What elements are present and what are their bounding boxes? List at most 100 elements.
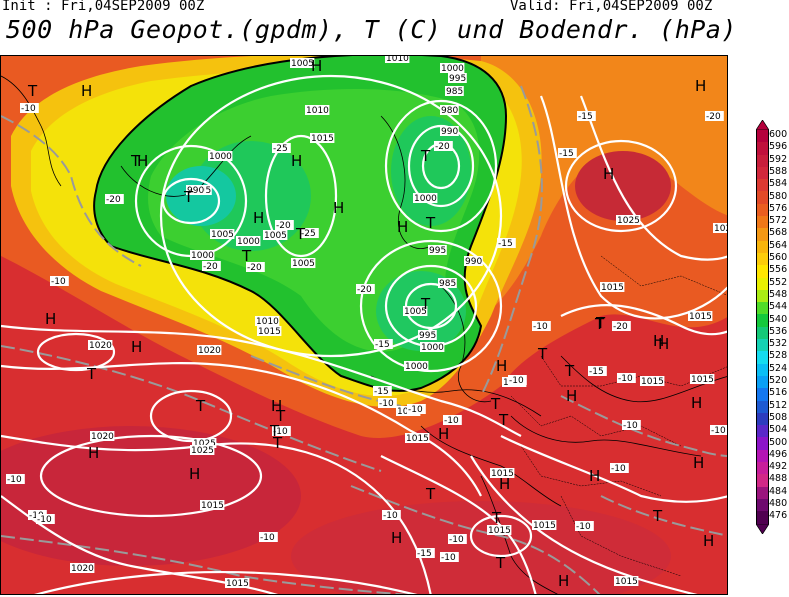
- colorbar-label: 568: [769, 227, 788, 239]
- isobar-label: 1015: [615, 577, 638, 587]
- colorbar-label: 528: [769, 350, 788, 362]
- isotherm-label-bg: [532, 321, 551, 331]
- isotherm-label: -10: [576, 522, 591, 532]
- isotherm-label-bg: [443, 415, 462, 425]
- isobar-label: 985: [439, 279, 456, 289]
- isobar-label: 1005: [291, 59, 314, 69]
- isobar-label-bg: [440, 105, 459, 115]
- isotherm-label-bg: [508, 375, 527, 385]
- colorbar-cell: [756, 412, 769, 426]
- isobar-label-bg: [310, 133, 335, 143]
- colorbar-cell: [756, 191, 769, 204]
- isobar-label: 1015: [691, 375, 714, 385]
- high-pressure-marker: H: [691, 394, 702, 412]
- colorbar-cell: [756, 388, 769, 401]
- isobar-label: 1000: [414, 194, 437, 204]
- isotherm-label: -10: [618, 374, 633, 384]
- isotherm-label-bg: [617, 373, 636, 383]
- low-pressure-marker: T: [27, 82, 38, 100]
- isotherm-label: -10: [509, 376, 524, 386]
- high-pressure-marker: H: [693, 454, 704, 472]
- isotherm-label: -20: [247, 263, 262, 273]
- colorbar-cell: [756, 240, 769, 253]
- colorbar-cell: [756, 289, 769, 303]
- isobar-label: 1000: [237, 237, 260, 247]
- low-pressure-marker: T: [86, 365, 97, 383]
- colorbar-label: 572: [769, 215, 788, 227]
- colorbar-cell: [756, 339, 769, 352]
- isobar-label-bg: [208, 151, 233, 161]
- isobar-label-bg: [197, 345, 222, 355]
- isotherm-label-bg: [36, 514, 55, 524]
- isotherm-label-bg: [382, 510, 401, 520]
- isobar-label: 990: [441, 127, 458, 137]
- colorbar-cell: [756, 486, 769, 499]
- valid-time-label: Valid: Fri,04SEP2009 00Z: [510, 0, 713, 14]
- isobar-label-bg: [263, 230, 288, 240]
- isobar-label-bg: [186, 185, 205, 195]
- isobar-label: 1005: [264, 231, 287, 241]
- isobar-label-bg: [690, 374, 715, 384]
- isotherm-label: -20: [203, 262, 218, 272]
- isotherm-label-bg: [497, 238, 516, 248]
- high-pressure-marker: H: [189, 465, 200, 483]
- isotherm-label-bg: [105, 194, 124, 204]
- isobar-label: 1015: [533, 521, 556, 531]
- colorbar-cell: [756, 277, 769, 290]
- colorbar-cell: [756, 142, 769, 155]
- isobar-label-bg: [428, 245, 447, 255]
- colorbar-cell: [756, 400, 769, 413]
- isobar-label-bg: [210, 229, 235, 239]
- isobar-label: 1000: [191, 251, 214, 261]
- isobar-label: 1025: [193, 439, 216, 449]
- high-pressure-marker: H: [131, 338, 142, 356]
- colorbar-cell: [756, 314, 769, 327]
- warm-core-east: [575, 151, 671, 221]
- isotherm-label-bg: [259, 532, 278, 542]
- isobar-label: 1020: [714, 224, 728, 234]
- isobar-label-bg: [305, 105, 330, 115]
- colorbar-cell: [756, 375, 769, 389]
- low-pressure-marker: T: [295, 225, 306, 243]
- low-pressure-marker: T: [537, 345, 548, 363]
- isobar-label: 1000: [421, 343, 444, 353]
- colorbar-label: 540: [769, 313, 788, 325]
- isotherm-label: -20: [357, 285, 372, 295]
- isotherm-label: -10: [260, 533, 275, 543]
- colorbar-label: 484: [769, 485, 788, 497]
- colorbar-cell: [756, 363, 769, 376]
- isobar-label: 1015: [488, 526, 511, 536]
- isobar-label: 990: [187, 186, 204, 196]
- colorbar-label: 476: [769, 510, 788, 522]
- low-pressure-marker: T: [425, 214, 436, 232]
- isobar-label-bg: [404, 361, 429, 371]
- isotherm-label-bg: [202, 261, 221, 271]
- isobar-label-bg: [200, 500, 225, 510]
- isobar-label: 1000: [405, 362, 428, 372]
- low-pressure-marker: T: [130, 152, 141, 170]
- isotherm-label: -10: [449, 535, 464, 545]
- high-pressure-marker: H: [397, 218, 408, 236]
- high-pressure-marker: H: [45, 310, 56, 328]
- isobar-label-bg: [440, 126, 459, 136]
- isotherm-label-bg: [434, 141, 453, 151]
- colorbar-cell: [756, 154, 769, 167]
- colorbar-label: 564: [769, 239, 788, 251]
- isobar-label-bg: [405, 433, 430, 443]
- high-pressure-marker: H: [333, 199, 344, 217]
- chart-title: 500 hPa Geopot.(gpdm), T (C) und Bodendr…: [6, 15, 737, 44]
- colorbar-label: 592: [769, 153, 788, 165]
- isotherm-label: -20: [435, 142, 450, 152]
- colorbar-label: 536: [769, 325, 788, 337]
- colorbar-label: 544: [769, 301, 788, 313]
- isobar-label-bg: [688, 311, 713, 321]
- isotherm-label: -10: [533, 322, 548, 332]
- isotherm-label: -10: [408, 405, 423, 415]
- weather-map: 1005101010009959859809901010101510009959…: [0, 55, 728, 595]
- isobar-label: 1015: [601, 283, 624, 293]
- isotherm-label: -15: [417, 549, 432, 559]
- low-pressure-marker: T: [498, 411, 509, 429]
- isobar-label: 995: [429, 246, 446, 256]
- colorbar-label: 520: [769, 375, 788, 386]
- colorbar-label: 504: [769, 424, 788, 436]
